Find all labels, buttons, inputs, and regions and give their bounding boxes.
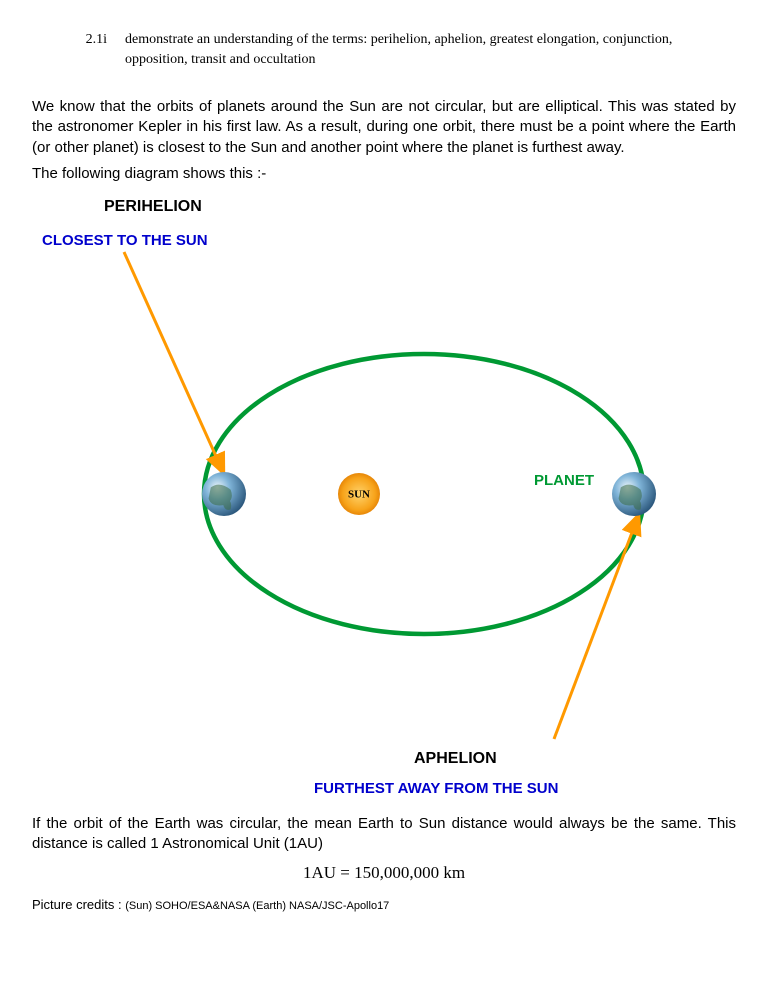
sun-label: SUN xyxy=(348,489,370,501)
section-number: 2.1i xyxy=(32,30,125,69)
page-root: 2.1i demonstrate an understanding of the… xyxy=(0,0,768,994)
outro-paragraph: If the orbit of the Earth was circular, … xyxy=(32,814,736,855)
picture-credits: Picture credits : (Sun) SOHO/ESA&NASA (E… xyxy=(32,897,736,912)
aphelion-arrow xyxy=(554,514,639,739)
orbit-ellipse xyxy=(204,354,644,634)
intro-paragraph-1: We know that the orbits of planets aroun… xyxy=(32,97,736,158)
orbit-diagram: PERIHELION CLOSEST TO THE SUN PLANET APH… xyxy=(34,194,734,814)
intro-paragraph-2: The following diagram shows this :- xyxy=(32,164,736,184)
credits-label: Picture credits : xyxy=(32,897,125,912)
section-header: 2.1i demonstrate an understanding of the… xyxy=(32,30,736,69)
au-definition: 1AU = 150,000,000 km xyxy=(32,863,736,883)
perihelion-arrow xyxy=(124,252,224,474)
earth-aphelion-icon xyxy=(612,472,656,516)
section-title: demonstrate an understanding of the term… xyxy=(125,30,736,69)
earth-perihelion-icon xyxy=(202,472,246,516)
orbit-svg: SUN xyxy=(34,194,734,814)
credits-value: (Sun) SOHO/ESA&NASA (Earth) NASA/JSC-Apo… xyxy=(125,900,389,912)
